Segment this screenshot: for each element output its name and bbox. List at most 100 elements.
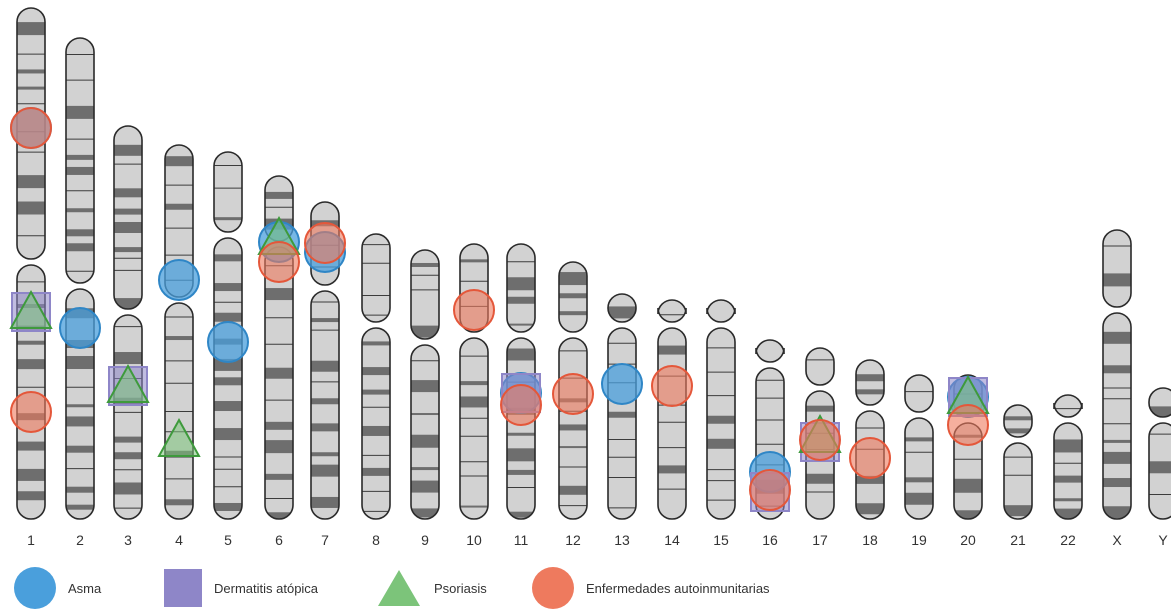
- chromosome-19: [904, 374, 934, 520]
- chromosome-arm: [214, 152, 242, 232]
- chromosome-arm: [905, 375, 933, 412]
- chromosome-label: 15: [713, 532, 729, 548]
- chromosome-label: 9: [421, 532, 429, 548]
- chromosome-label: 4: [175, 532, 183, 548]
- chromosome-5: [213, 151, 243, 520]
- chromosome-arm: [658, 328, 686, 519]
- legend-label-asma: Asma: [68, 580, 102, 596]
- chromosome-label: 19: [911, 532, 927, 548]
- legend-item-autoinmune: Enfermedades autoinmunitarias: [532, 567, 770, 609]
- marker-autoinmune-chr11: [500, 384, 542, 426]
- legend-label-autoinmune: Enfermedades autoinmunitarias: [586, 580, 770, 596]
- marker-autoinmune-chr16: [749, 469, 791, 511]
- chromosome-arm: [460, 338, 488, 519]
- orange-circle-icon: [532, 567, 574, 609]
- chromosome-4: [164, 144, 194, 520]
- chromosome-6: [264, 175, 294, 520]
- chromosome-arm: [411, 250, 439, 339]
- chromosome-label: 14: [664, 532, 680, 548]
- marker-autoinmune-chr18: [849, 437, 891, 479]
- purple-square-icon: [164, 569, 202, 607]
- chromosome-label: 11: [514, 532, 529, 548]
- chromosome-arm: [756, 340, 784, 362]
- chromosome-3: [113, 125, 143, 520]
- chromosome-arm: [707, 300, 735, 322]
- chromosome-Y: [1148, 387, 1171, 520]
- legend-item-asma: Asma: [14, 567, 102, 609]
- marker-asma-chr2: [59, 307, 101, 349]
- legend-item-psoriasis: Psoriasis: [376, 568, 487, 608]
- chromosome-arm: [507, 338, 535, 519]
- marker-psoriasis-chr4: [157, 417, 201, 457]
- chromosome-label: 5: [224, 532, 232, 548]
- chromosome-label: Y: [1158, 532, 1168, 548]
- chromosome-arm: [658, 300, 686, 322]
- chromosome-label: 6: [275, 532, 283, 548]
- chromosome-2: [65, 37, 95, 520]
- marker-autoinmune-chr1: [10, 391, 52, 433]
- chromosome-arm: [362, 328, 390, 519]
- chromosome-arm: [114, 126, 142, 309]
- chromosome-10: [459, 243, 489, 520]
- chromosome-label: 17: [812, 532, 828, 548]
- chromosome-arm: [165, 145, 193, 297]
- marker-autoinmune-chr14: [651, 365, 693, 407]
- chromosome-X: [1102, 229, 1132, 520]
- chromosome-arm: [411, 345, 439, 519]
- karyotype-diagram: 1 2 3 4 5 6 7 8 9 10 11 12 13 14 15 16 17 18 19 20 21 22 X Y: [9, 7, 1171, 548]
- legend-label-psoriasis: Psoriasis: [434, 580, 487, 596]
- marker-autoinmune-chr1: [10, 107, 52, 149]
- chromosome-arm: [1054, 395, 1082, 417]
- chromosome-label: 13: [614, 532, 630, 548]
- chromosome-8: [361, 233, 391, 520]
- chromosome-arm: [1004, 443, 1032, 519]
- chromosome-label: 12: [565, 532, 581, 548]
- legend-label-dermatitis: Dermatitis atópica: [214, 580, 319, 596]
- chromosome-15: [706, 299, 736, 520]
- chromosome-label: 3: [124, 532, 132, 548]
- blue-circle-icon: [14, 567, 56, 609]
- chromosome-1: [16, 7, 46, 520]
- marker-autoinmune-chr6: [258, 241, 300, 283]
- chromosome-label: 22: [1060, 532, 1076, 548]
- marker-autoinmune-chr20: [947, 404, 989, 446]
- marker-autoinmune-chr17: [799, 419, 841, 461]
- legend-item-dermatitis: Dermatitis atópica: [164, 568, 318, 608]
- chromosome-arm: [954, 423, 982, 519]
- legend: Asma Dermatitis atópica Psoriasis Enferm…: [0, 567, 1171, 609]
- chromosome-arm: [806, 348, 834, 385]
- chromosome-label: 8: [372, 532, 380, 548]
- green-triangle-icon: [378, 570, 420, 606]
- chromosome-label: 2: [76, 532, 84, 548]
- marker-asma-chr4: [158, 259, 200, 301]
- chromosome-21: [1003, 404, 1033, 520]
- chromosome-arm: [1054, 423, 1082, 519]
- marker-asma-chr13: [601, 363, 643, 405]
- chromosome-label: 21: [1010, 532, 1026, 548]
- chromosome-label: 7: [321, 532, 329, 548]
- chromosome-22: [1053, 394, 1083, 520]
- chromosome-arm: [1103, 313, 1131, 519]
- chromosome-arm: [1103, 230, 1131, 307]
- chromosome-14: [657, 299, 687, 520]
- chromosome-9: [410, 249, 440, 520]
- marker-asma-chr5: [207, 321, 249, 363]
- marker-autoinmune-chr10: [453, 289, 495, 331]
- chromosome-18: [855, 359, 885, 520]
- marker-autoinmune-chr12: [552, 373, 594, 415]
- chromosome-label: 16: [762, 532, 778, 548]
- chromosome-arm: [66, 38, 94, 283]
- chromosome-13: [607, 293, 637, 520]
- chromosome-arm: [608, 328, 636, 519]
- chromosome-arm: [311, 291, 339, 519]
- chromosome-label: 18: [862, 532, 878, 548]
- chromosome-label: 10: [466, 532, 482, 548]
- chromosome-label: 1: [27, 532, 35, 548]
- chromosome-label: 20: [960, 532, 976, 548]
- marker-psoriasis-chr3: [106, 363, 150, 403]
- chromosome-arm: [856, 360, 884, 405]
- marker-psoriasis-chr1: [9, 289, 53, 329]
- marker-autoinmune-chr7: [304, 222, 346, 264]
- chromosome-label: X: [1112, 532, 1122, 548]
- chromosome-arm: [362, 234, 390, 322]
